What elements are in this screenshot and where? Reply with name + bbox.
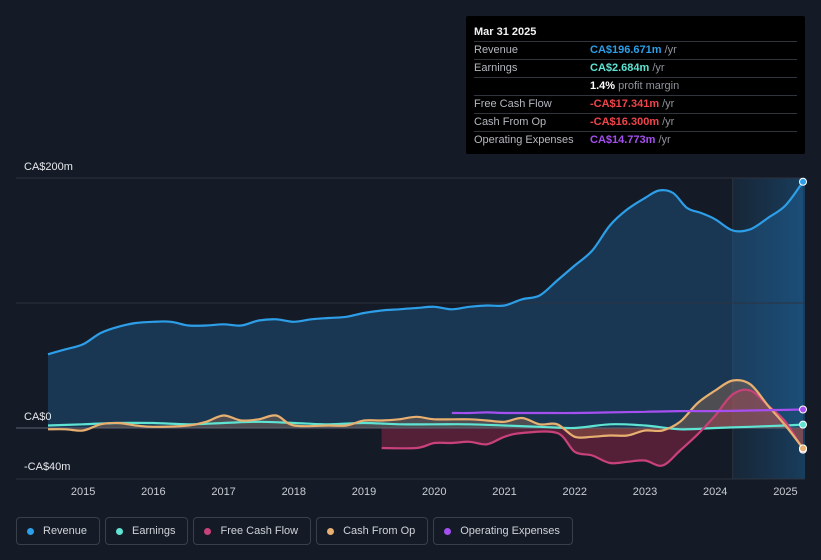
tooltip-row-unit: /yr — [662, 116, 675, 128]
cash-from-op-end-point — [799, 444, 807, 453]
revenue-area — [48, 181, 803, 428]
legend-earnings[interactable]: Earnings — [105, 517, 189, 545]
tooltip-row: Revenue CA$196.671m/yr — [474, 41, 797, 59]
tooltip-row: Operating Expenses CA$14.773m/yr — [474, 131, 797, 149]
operating-expenses-dot-icon — [444, 527, 452, 535]
y-label-top: CA$200m — [24, 161, 73, 173]
revenue-end-point — [799, 177, 807, 186]
tooltip-row-unit: /yr — [662, 98, 675, 110]
free-cash-flow-dot-icon — [204, 527, 212, 535]
x-tick-label: 2024 — [703, 486, 727, 498]
tooltip-row: 1.4% profit margin — [474, 77, 797, 95]
legend-label: Free Cash Flow — [220, 525, 299, 537]
x-tick-label: 2016 — [141, 486, 165, 498]
x-tick-label: 2019 — [352, 486, 376, 498]
tooltip-row-unit: /yr — [664, 44, 677, 56]
earnings-end-point — [799, 420, 807, 429]
cash-from-op-area — [48, 380, 803, 449]
tooltip-row-value: 1.4% — [590, 80, 616, 92]
tooltip-row-value: CA$196.671m — [590, 44, 662, 56]
tooltip-row: Earnings CA$2.684m/yr — [474, 59, 797, 77]
tooltip-row-value: -CA$16.300m — [590, 116, 660, 128]
cash-from-op-dot-icon — [327, 527, 335, 535]
tooltip-row-value: -CA$17.341m — [590, 98, 660, 110]
x-tick-label: 2025 — [773, 486, 797, 498]
tooltip-row-label: Operating Expenses — [474, 134, 574, 146]
legend-operating-expenses[interactable]: Operating Expenses — [433, 517, 573, 545]
forecast-region — [732, 178, 805, 479]
legend-free-cash-flow[interactable]: Free Cash Flow — [193, 517, 312, 545]
legend-label: Revenue — [43, 525, 88, 537]
earnings-line — [47, 420, 804, 431]
y-label-bottom: -CA$40m — [24, 461, 70, 473]
tooltip-row-unit: /yr — [652, 62, 665, 74]
operating-expenses-end-point — [799, 405, 807, 414]
legend: Revenue Earnings Free Cash Flow Cash Fro… — [16, 517, 578, 547]
y-label-zero: CA$0 — [24, 411, 52, 423]
revenue-dot-icon — [27, 527, 34, 535]
tooltip-row-label: Cash From Op — [474, 116, 547, 128]
free-cash-flow-line — [381, 388, 804, 467]
legend-cash-from-op[interactable]: Cash From Op — [316, 517, 429, 545]
tooltip-row-value: CA$2.684m — [590, 62, 650, 74]
revenue-line — [47, 181, 804, 356]
tooltip-row: Free Cash Flow -CA$17.341m/yr — [474, 95, 797, 113]
tooltip-row-label: Earnings — [474, 62, 518, 74]
legend-label: Earnings — [132, 525, 176, 537]
x-tick-label: 2023 — [633, 486, 657, 498]
tooltip-date: Mar 31 2025 — [474, 26, 537, 38]
x-tick-label: 2015 — [71, 486, 95, 498]
tooltip-row-unit: profit margin — [618, 80, 680, 92]
x-tick-label: 2022 — [563, 486, 587, 498]
x-tick-label: 2021 — [492, 486, 516, 498]
legend-revenue[interactable]: Revenue — [16, 517, 101, 545]
x-tick-label: 2018 — [282, 486, 306, 498]
tooltip-row-value: CA$14.773m — [590, 134, 656, 146]
legend-label: Cash From Op — [343, 525, 416, 537]
tooltip: Mar 31 2025 Revenue CA$196.671m/yr Earning… — [466, 16, 805, 154]
tooltip-row-label: Free Cash Flow — [474, 98, 552, 110]
legend-label: Operating Expenses — [460, 525, 560, 537]
x-tick-label: 2020 — [422, 486, 446, 498]
x-tick-label: 2017 — [211, 486, 235, 498]
operating-expenses-line — [451, 408, 804, 415]
cash-from-op-line — [47, 378, 804, 450]
tooltip-row-unit: /yr — [658, 134, 671, 146]
earnings-dot-icon — [116, 527, 124, 535]
tooltip-row: Cash From Op -CA$16.300m/yr — [474, 113, 797, 131]
tooltip-row-label: Revenue — [474, 44, 519, 56]
